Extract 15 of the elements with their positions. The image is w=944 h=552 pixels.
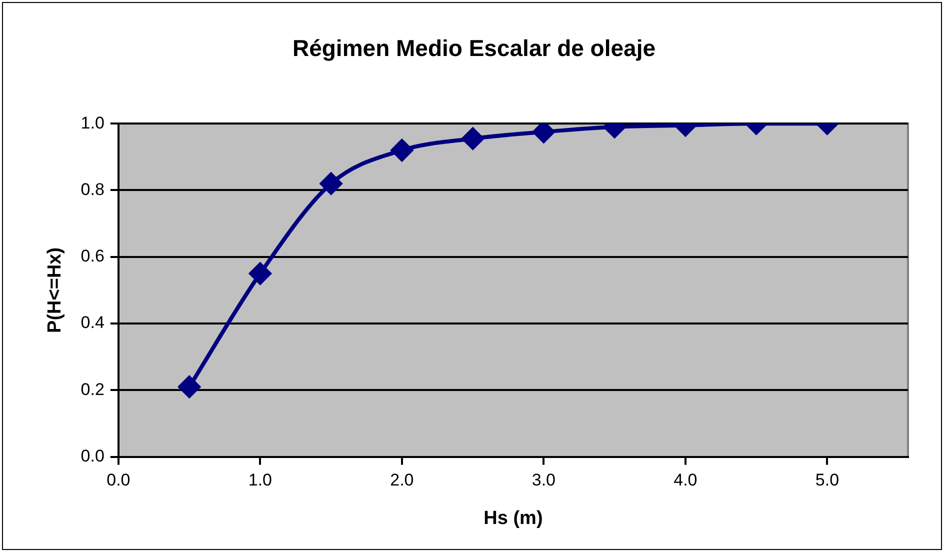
y-tick-label: 0.6 (80, 246, 104, 266)
x-axis-title: Hs (m) (484, 508, 543, 529)
y-tick-label: 0.0 (80, 446, 104, 466)
x-tick-label: 2.0 (390, 470, 414, 490)
chart-title: Régimen Medio Escalar de oleaje (292, 35, 656, 62)
x-tick-label: 5.0 (815, 470, 840, 490)
y-tick-label: 1.0 (80, 113, 104, 132)
x-tick-label: 1.0 (248, 470, 272, 490)
y-tick-label: 0.2 (80, 380, 104, 399)
x-tick-label: 0.0 (106, 470, 130, 490)
y-tick-label: 0.8 (80, 180, 104, 199)
y-axis-title: P(H<=Hx) (44, 247, 66, 333)
x-tick-label: 3.0 (532, 470, 556, 490)
x-tick-label: 4.0 (674, 470, 698, 490)
y-tick-label: 0.4 (80, 313, 104, 332)
